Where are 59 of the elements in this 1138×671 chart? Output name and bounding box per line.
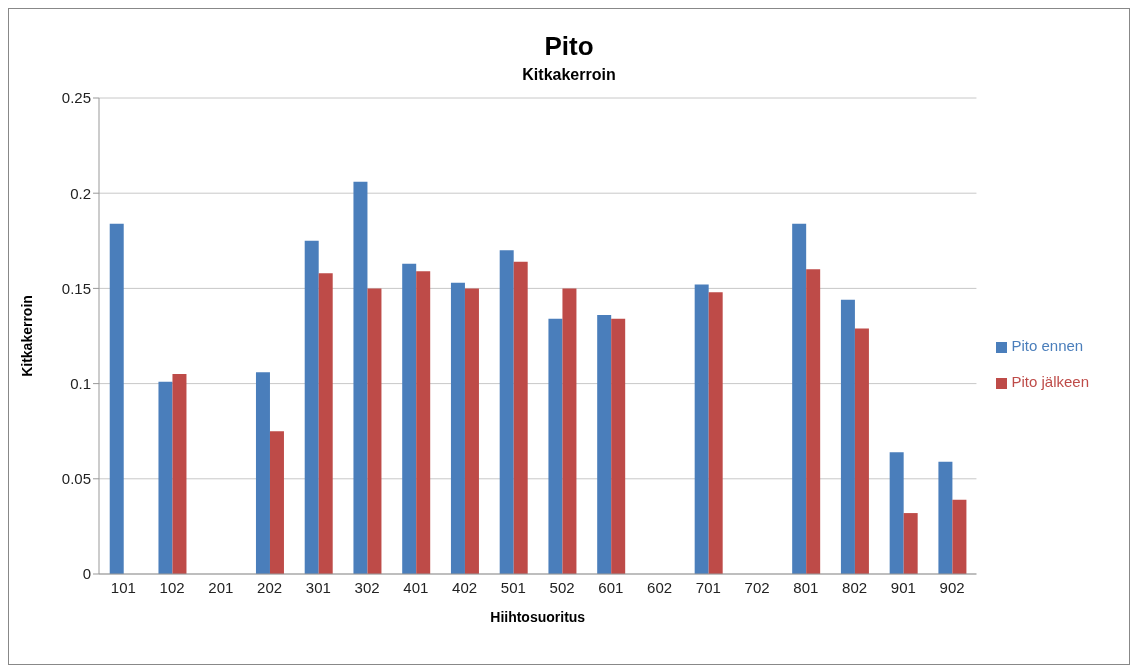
bar xyxy=(513,261,528,574)
bar xyxy=(708,292,723,574)
x-tick-label: 701 xyxy=(695,578,721,596)
x-tick-label: 102 xyxy=(159,578,185,596)
bar xyxy=(255,372,270,574)
x-tick-label: 302 xyxy=(354,578,380,596)
x-tick-label: 401 xyxy=(403,578,429,596)
bar xyxy=(402,263,417,574)
bar xyxy=(548,318,563,574)
bar xyxy=(109,223,124,574)
x-tick-label: 901 xyxy=(890,578,916,596)
bar xyxy=(694,284,709,574)
x-tick-label: 201 xyxy=(208,578,234,596)
bar xyxy=(806,269,821,574)
x-tick-label: 802 xyxy=(842,578,868,596)
bar xyxy=(840,299,855,574)
x-tick-label: 501 xyxy=(500,578,526,596)
bar xyxy=(158,381,173,574)
chart-subtitle: Kitkakerroin xyxy=(521,66,617,84)
bar xyxy=(367,288,382,574)
bar xyxy=(903,513,918,574)
bar xyxy=(611,318,626,574)
bar xyxy=(938,461,953,574)
bar xyxy=(450,282,465,574)
x-tick-label: 602 xyxy=(647,578,673,596)
x-tick-label: 202 xyxy=(257,578,283,596)
x-tick-label: 101 xyxy=(110,578,136,596)
x-tick-label: 601 xyxy=(598,578,624,596)
bar xyxy=(416,271,431,574)
bar xyxy=(318,273,333,574)
x-tick-label: 301 xyxy=(305,578,331,596)
y-tick-label: 0.1 xyxy=(70,374,91,392)
x-tick-label: 801 xyxy=(793,578,819,596)
y-tick-label: 0.05 xyxy=(61,470,91,488)
y-tick-label: 0.15 xyxy=(61,279,91,297)
chart-title: Pito xyxy=(543,31,595,62)
legend-label: Pito jälkeen xyxy=(1011,373,1089,390)
bar xyxy=(499,250,514,574)
x-tick-label: 702 xyxy=(744,578,770,596)
bar xyxy=(854,328,869,574)
bar xyxy=(889,452,904,574)
y-tick-label: 0 xyxy=(82,565,91,583)
bar xyxy=(952,499,967,574)
x-tick-label: 902 xyxy=(939,578,965,596)
y-axis-title: Kitkakerroin xyxy=(18,295,35,377)
bar xyxy=(304,240,319,574)
bar xyxy=(172,374,187,574)
bar xyxy=(269,431,284,574)
bar xyxy=(562,288,577,574)
bar xyxy=(792,223,807,574)
legend-label: Pito ennen xyxy=(1011,337,1084,354)
bar xyxy=(597,315,612,574)
x-tick-label: 502 xyxy=(549,578,575,596)
y-tick-label: 0.2 xyxy=(70,184,91,202)
y-tick-label: 0.25 xyxy=(61,89,91,107)
x-tick-label: 402 xyxy=(452,578,478,596)
bar xyxy=(353,181,368,574)
bar xyxy=(464,288,479,574)
x-axis-title: Hiihtosuoritus xyxy=(490,609,586,625)
